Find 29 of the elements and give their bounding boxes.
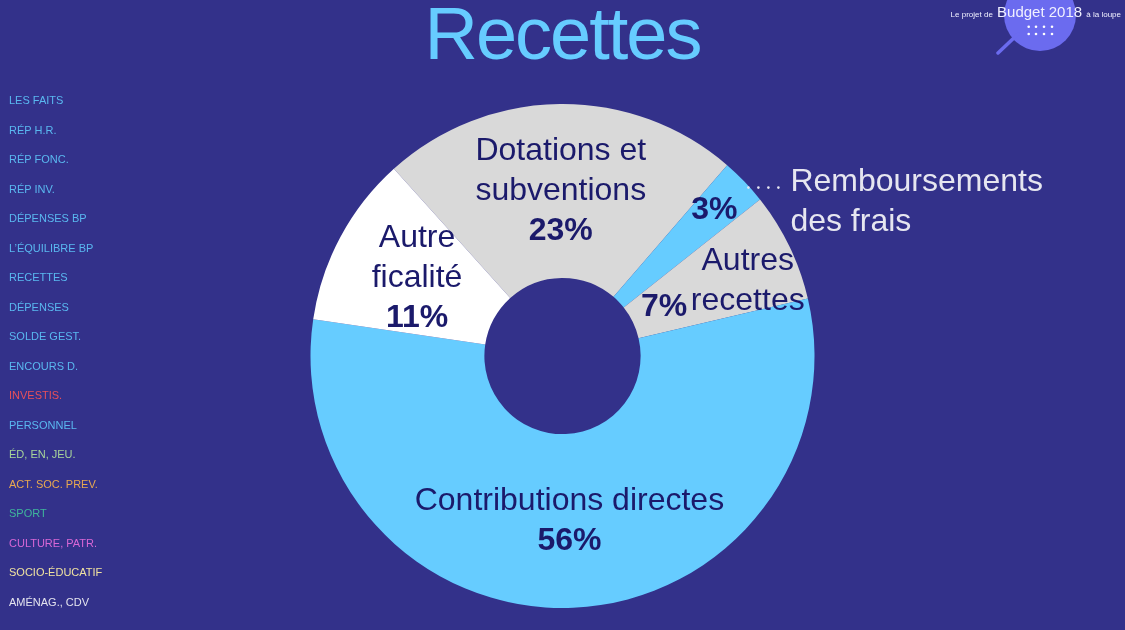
text: RÉP H.R. (9, 123, 57, 137)
text: INVESTIS. (9, 389, 63, 402)
slice-label: Autre ficalité (371, 217, 463, 294)
text: DÉPENSES BP (9, 212, 87, 225)
chart-title: Recettes (424, 0, 701, 75)
text: RECETTES (9, 271, 68, 284)
text: RÉP FONC. (9, 153, 69, 166)
text: ENCOURS D. (9, 359, 79, 373)
slice-label: Contributions directes (414, 480, 725, 517)
text: DÉPENSES (9, 300, 69, 314)
text: CULTURE, PATR. (9, 536, 98, 550)
slice-label: Dotations et subventions (475, 130, 647, 207)
data-label: 56% (537, 520, 602, 557)
slice-label: Autres recettes (690, 240, 805, 317)
text: L’ÉQUILIBRE BP (9, 241, 94, 255)
text: SPORT (9, 507, 47, 520)
data-label: 7% (641, 286, 688, 323)
text: LES FAITS (9, 94, 64, 107)
text: RÉP INV. (9, 182, 55, 196)
text: SOCIO-ÉDUCATIF (9, 566, 103, 579)
data-label: 23% (528, 210, 593, 247)
text: ACT. SOC. PREV. (9, 477, 98, 491)
data-label: 11% (385, 297, 449, 334)
slice-label: Remboursements des frais (790, 162, 1043, 239)
text: PERSONNEL (9, 418, 77, 432)
text: ÉD, EN, JEU. (9, 448, 76, 461)
data-label: 3% (691, 190, 738, 227)
text: AMÉNAG., CDV (9, 595, 90, 609)
text: SOLDE GEST. (9, 330, 82, 343)
